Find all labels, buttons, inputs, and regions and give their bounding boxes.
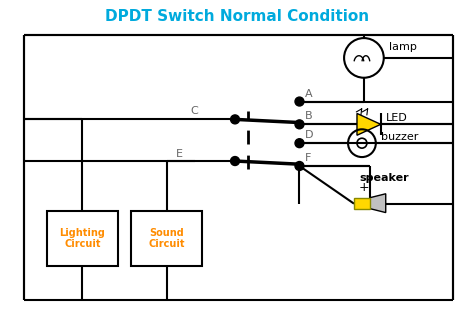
- Polygon shape: [357, 114, 381, 135]
- Circle shape: [295, 139, 304, 148]
- Text: buzzer: buzzer: [381, 132, 418, 142]
- FancyBboxPatch shape: [46, 211, 118, 266]
- Text: Lighting
Circuit: Lighting Circuit: [59, 228, 105, 249]
- Text: E: E: [175, 149, 182, 159]
- Circle shape: [295, 97, 304, 106]
- Circle shape: [295, 162, 304, 170]
- FancyBboxPatch shape: [354, 198, 370, 209]
- Text: LED: LED: [386, 114, 408, 123]
- Text: lamp: lamp: [389, 42, 417, 52]
- Text: Sound
Circuit: Sound Circuit: [148, 228, 185, 249]
- Circle shape: [230, 157, 239, 165]
- Text: +: +: [359, 181, 370, 194]
- Circle shape: [230, 115, 239, 124]
- Text: speaker: speaker: [359, 173, 409, 183]
- Text: D: D: [304, 130, 313, 140]
- Text: A: A: [304, 89, 312, 99]
- Polygon shape: [370, 194, 386, 213]
- Text: DPDT Switch Normal Condition: DPDT Switch Normal Condition: [105, 9, 369, 24]
- Text: C: C: [191, 106, 198, 116]
- Text: F: F: [304, 153, 311, 163]
- Text: B: B: [304, 112, 312, 121]
- Circle shape: [295, 120, 304, 129]
- FancyBboxPatch shape: [131, 211, 202, 266]
